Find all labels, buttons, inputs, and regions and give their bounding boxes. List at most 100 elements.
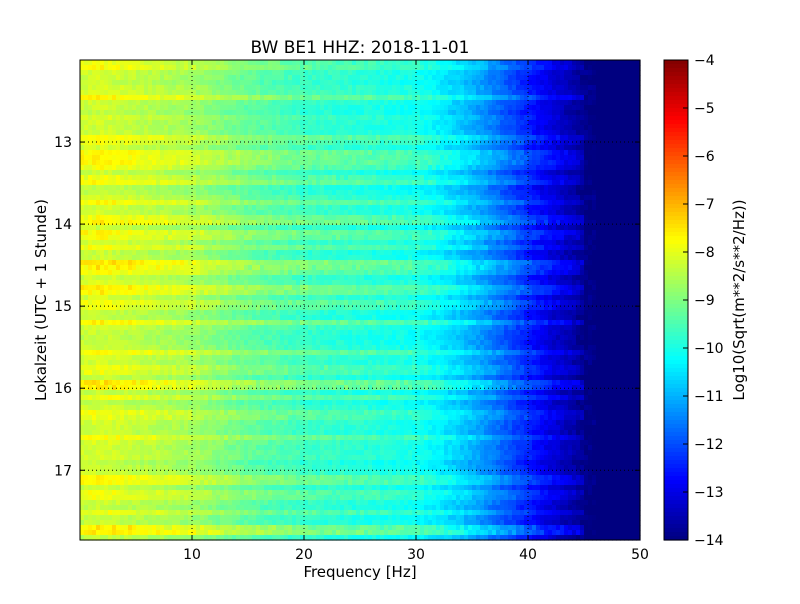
- heatmap-cell: [136, 90, 141, 96]
- heatmap-cell: [612, 150, 617, 156]
- heatmap-cell: [572, 80, 577, 86]
- heatmap-cell: [80, 235, 85, 241]
- heatmap-cell: [496, 155, 501, 161]
- heatmap-cell: [88, 200, 93, 206]
- heatmap-cell: [484, 105, 489, 111]
- heatmap-cell: [572, 125, 577, 131]
- heatmap-cell: [376, 100, 381, 106]
- heatmap-cell: [528, 160, 533, 166]
- heatmap-cell: [228, 175, 233, 181]
- heatmap-cell: [256, 70, 261, 76]
- heatmap-cell: [212, 100, 217, 106]
- heatmap-cell: [80, 210, 85, 216]
- heatmap-cell: [544, 120, 549, 126]
- heatmap-cell: [128, 110, 133, 116]
- heatmap-cell: [336, 105, 341, 111]
- heatmap-cell: [312, 130, 317, 136]
- heatmap-cell: [152, 160, 157, 166]
- heatmap-cell: [220, 180, 225, 186]
- heatmap-cell: [104, 155, 109, 161]
- heatmap-cell: [440, 220, 445, 226]
- heatmap-cell: [224, 75, 229, 81]
- heatmap-cell: [216, 80, 221, 86]
- heatmap-cell: [464, 200, 469, 206]
- heatmap-cell: [492, 105, 497, 111]
- heatmap-cell: [216, 225, 221, 231]
- heatmap-cell: [124, 115, 129, 121]
- heatmap-cell: [132, 70, 137, 76]
- heatmap-cell: [488, 150, 493, 156]
- heatmap-cell: [196, 115, 201, 121]
- heatmap-cell: [380, 125, 385, 131]
- heatmap-cell: [448, 200, 453, 206]
- heatmap-cell: [420, 180, 425, 186]
- heatmap-cell: [632, 150, 637, 156]
- heatmap-cell: [240, 60, 245, 66]
- heatmap-cell: [360, 195, 365, 201]
- heatmap-cell: [228, 160, 233, 166]
- heatmap-cell: [508, 160, 513, 166]
- heatmap-cell: [320, 115, 325, 121]
- heatmap-cell: [248, 115, 253, 121]
- heatmap-cell: [120, 125, 125, 131]
- heatmap-cell: [400, 75, 405, 81]
- heatmap-cell: [172, 180, 177, 186]
- heatmap-cell: [172, 125, 177, 131]
- heatmap-cell: [600, 230, 605, 236]
- heatmap-cell: [208, 65, 213, 71]
- heatmap-cell: [540, 175, 545, 181]
- heatmap-cell: [144, 215, 149, 221]
- heatmap-cell: [636, 190, 641, 196]
- heatmap-cell: [504, 125, 509, 131]
- heatmap-cell: [524, 180, 529, 186]
- heatmap-cell: [400, 145, 405, 151]
- heatmap-cell: [312, 185, 317, 191]
- heatmap-cell: [620, 200, 625, 206]
- heatmap-cell: [296, 75, 301, 81]
- heatmap-cell: [300, 185, 305, 191]
- heatmap-cell: [340, 125, 345, 131]
- heatmap-cell: [608, 80, 613, 86]
- heatmap-cell: [564, 75, 569, 81]
- heatmap-cell: [156, 220, 161, 226]
- heatmap-cell: [252, 100, 257, 106]
- heatmap-cell: [416, 120, 421, 126]
- heatmap-cell: [608, 140, 613, 146]
- heatmap-cell: [88, 105, 93, 111]
- heatmap-cell: [580, 65, 585, 71]
- heatmap-cell: [380, 215, 385, 221]
- heatmap-cell: [332, 185, 337, 191]
- heatmap-cell: [460, 80, 465, 86]
- heatmap-cell: [152, 175, 157, 181]
- heatmap-cell: [480, 130, 485, 136]
- heatmap-cell: [280, 60, 285, 66]
- heatmap-cell: [452, 85, 457, 91]
- heatmap-cell: [464, 110, 469, 116]
- heatmap-cell: [372, 225, 377, 231]
- heatmap-cell: [552, 65, 557, 71]
- heatmap-cell: [92, 230, 97, 236]
- heatmap-cell: [240, 85, 245, 91]
- heatmap-cell: [396, 80, 401, 86]
- heatmap-cell: [500, 65, 505, 71]
- heatmap-cell: [520, 220, 525, 226]
- heatmap-cell: [540, 215, 545, 221]
- heatmap-cell: [580, 155, 585, 161]
- heatmap-cell: [456, 220, 461, 226]
- heatmap-cell: [352, 70, 357, 76]
- heatmap-cell: [584, 80, 589, 86]
- heatmap-cell: [464, 225, 469, 231]
- heatmap-cell: [212, 150, 217, 156]
- heatmap-cell: [284, 195, 289, 201]
- heatmap-cell: [136, 95, 141, 101]
- heatmap-cell: [540, 145, 545, 151]
- heatmap-cell: [536, 65, 541, 71]
- heatmap-cell: [100, 130, 105, 136]
- heatmap-cell: [176, 110, 181, 116]
- heatmap-cell: [576, 220, 581, 226]
- heatmap-cell: [556, 65, 561, 71]
- heatmap-cell: [548, 200, 553, 206]
- heatmap-cell: [292, 60, 297, 66]
- heatmap-cell: [236, 205, 241, 211]
- heatmap-cell: [444, 105, 449, 111]
